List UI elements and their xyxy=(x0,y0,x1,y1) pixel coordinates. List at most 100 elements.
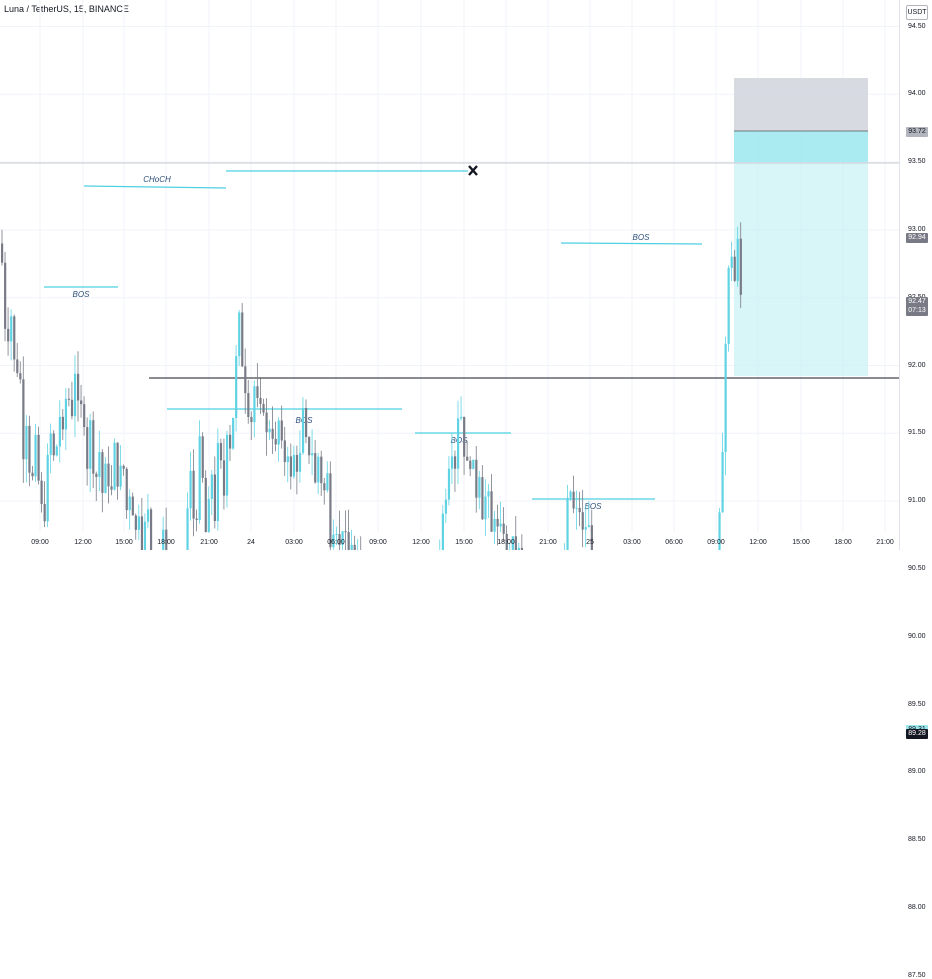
time-tick-label: 21:00 xyxy=(200,539,218,546)
price-tag: 93.72 xyxy=(906,127,928,138)
candle-body xyxy=(201,436,204,478)
candle-body xyxy=(457,418,460,469)
candle-body xyxy=(453,456,457,469)
choch-label: CHoCH xyxy=(143,175,171,184)
stop-zone xyxy=(734,162,868,376)
candle-body xyxy=(566,497,569,550)
price-tick-label: 88.50 xyxy=(908,836,926,844)
candle-body xyxy=(499,523,502,527)
candle-body xyxy=(514,536,517,550)
price-axis[interactable]: 94.5094.0093.5093.0092.5092.0091.5091.00… xyxy=(899,0,932,979)
candle-body xyxy=(298,452,302,472)
candle-body xyxy=(122,465,125,469)
time-tick-label: 25 xyxy=(586,539,594,546)
candle-body xyxy=(326,473,329,491)
time-axis: 09:00 12:00 15:00 18:00 21:00 24 03:00 06:00 09:… xyxy=(31,539,894,546)
candle-body xyxy=(581,512,584,530)
candle-body xyxy=(736,238,739,281)
price-tick-label: 87.50 xyxy=(908,971,926,979)
price-tick-label: 88.00 xyxy=(908,903,926,911)
candle-body xyxy=(584,527,587,530)
candle-body xyxy=(110,486,113,490)
candle-body xyxy=(140,516,144,550)
candle-body xyxy=(22,379,25,460)
candle-body xyxy=(61,416,64,430)
time-tick-label: 12:00 xyxy=(412,539,430,546)
position-zones xyxy=(734,78,868,376)
candle-body xyxy=(721,452,724,513)
time-tick-label: 09:00 xyxy=(31,539,49,546)
candle-body xyxy=(274,438,277,445)
candle-body xyxy=(34,434,37,477)
candle-body xyxy=(31,472,34,477)
time-tick-label: 21:00 xyxy=(876,539,894,546)
price-tick-label: 93.50 xyxy=(908,158,926,166)
candle-body xyxy=(289,456,292,477)
candle-body xyxy=(43,503,46,522)
candle-body xyxy=(235,356,238,419)
entry-zone xyxy=(734,131,868,162)
candle-body xyxy=(58,416,61,447)
chart-canvas[interactable]: CHoCH BOS BOS BOS BOS BOS 09:00 12:00 15:0… xyxy=(0,0,899,550)
candle-body xyxy=(219,443,223,461)
candle-body xyxy=(265,412,268,433)
candle-body xyxy=(77,373,80,401)
price-tick-label: 89.50 xyxy=(908,700,926,708)
candle-body xyxy=(125,468,128,511)
candle-body xyxy=(137,516,140,530)
price-tick-label: 93.00 xyxy=(908,225,926,233)
candle-body xyxy=(162,529,165,550)
candle-body xyxy=(207,498,210,533)
candle-body xyxy=(28,425,31,473)
candles xyxy=(1,222,742,550)
candle-body xyxy=(101,452,104,493)
candle-body xyxy=(727,267,730,344)
candle-body xyxy=(447,468,451,500)
structure-line-bos4 xyxy=(560,242,703,245)
target-zone xyxy=(734,78,868,131)
candle-body xyxy=(262,403,265,413)
candle-body xyxy=(268,428,271,433)
price-tag: 92.47 07:13 xyxy=(906,296,928,316)
candle-body xyxy=(301,407,305,453)
candle-body xyxy=(311,453,314,456)
candle-body xyxy=(10,316,13,342)
candle-body xyxy=(4,262,7,329)
price-tick-label: 94.50 xyxy=(908,22,926,30)
candle-body xyxy=(13,316,16,360)
candle-body xyxy=(450,456,454,469)
time-tick-label: 21:00 xyxy=(539,539,557,546)
candle-body xyxy=(256,386,259,398)
currency-label[interactable]: USDT xyxy=(906,5,928,20)
candle-body xyxy=(198,436,201,520)
price-tick-label: 90.50 xyxy=(908,564,926,572)
candle-body xyxy=(149,509,153,550)
time-tick-label: 03:00 xyxy=(285,539,303,546)
candle-body xyxy=(244,366,247,394)
candle-body xyxy=(277,420,280,445)
candle-body xyxy=(502,523,505,534)
candle-body xyxy=(332,534,335,548)
time-tick-label: 03:00 xyxy=(623,539,641,546)
candle-body xyxy=(481,477,484,520)
candle-body xyxy=(292,454,296,477)
bos-label-3: BOS xyxy=(451,436,469,445)
candle-body xyxy=(724,343,727,453)
candle-body xyxy=(730,256,733,268)
candle-body xyxy=(341,531,344,546)
candle-body xyxy=(323,483,326,491)
candle-body xyxy=(320,456,323,484)
candle-body xyxy=(472,459,475,469)
candle-body xyxy=(460,416,463,419)
candle-body xyxy=(64,398,68,430)
candle-body xyxy=(131,496,134,516)
time-tick-label: 06:00 xyxy=(327,539,345,546)
candle-body xyxy=(496,518,499,527)
candle-body xyxy=(572,491,575,509)
candle-body xyxy=(511,536,514,550)
candle-body xyxy=(247,393,250,417)
price-tag: 89.28 xyxy=(906,729,928,740)
candle-body xyxy=(1,243,4,263)
price-tick-label: 90.00 xyxy=(908,632,926,640)
candle-body xyxy=(73,373,77,417)
